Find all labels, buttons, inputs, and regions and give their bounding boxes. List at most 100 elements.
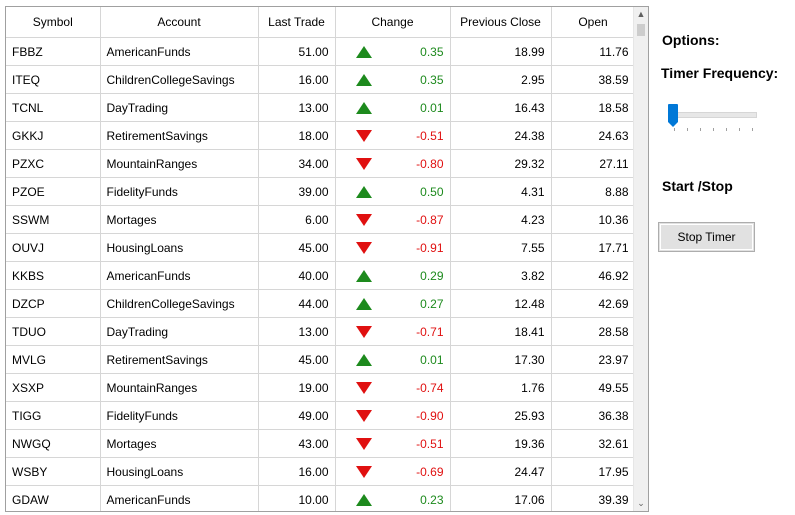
cell-last-trade[interactable]: 10.00 [258, 485, 336, 511]
cell-account[interactable]: AmericanFunds [100, 485, 259, 511]
table-row[interactable]: XSXP MountainRanges 19.00 -0.74 1.76 49.55 [6, 373, 636, 402]
cell-account[interactable]: AmericanFunds [100, 37, 259, 66]
cell-open[interactable]: 36.38 [551, 401, 636, 430]
cell-symbol[interactable]: KKBS [6, 261, 101, 290]
slider-thumb[interactable] [668, 104, 678, 127]
cell-last-trade[interactable]: 39.00 [258, 177, 336, 206]
cell-symbol[interactable]: XSXP [6, 373, 101, 402]
column-header-change[interactable]: Change [335, 7, 451, 38]
cell-account[interactable]: Mortages [100, 205, 259, 234]
cell-change[interactable]: -0.90 [335, 401, 451, 430]
cell-previous-close[interactable]: 17.06 [450, 485, 552, 511]
cell-change[interactable]: 0.23 [335, 485, 451, 511]
chevron-up-icon[interactable]: ▲ [636, 9, 646, 19]
cell-symbol[interactable]: PZXC [6, 149, 101, 178]
cell-account[interactable]: HousingLoans [100, 233, 259, 262]
scrollbar-thumb[interactable] [637, 24, 645, 36]
table-row[interactable]: MVLG RetirementSavings 45.00 0.01 17.30 23.97 [6, 345, 636, 374]
cell-open[interactable]: 42.69 [551, 289, 636, 318]
cell-previous-close[interactable]: 19.36 [450, 429, 552, 458]
cell-change[interactable]: 0.01 [335, 93, 451, 122]
cell-symbol[interactable]: TCNL [6, 93, 101, 122]
cell-open[interactable]: 49.55 [551, 373, 636, 402]
cell-symbol[interactable]: FBBZ [6, 37, 101, 66]
cell-symbol[interactable]: GKKJ [6, 121, 101, 150]
cell-account[interactable]: Mortages [100, 429, 259, 458]
table-row[interactable]: ITEQ ChildrenCollegeSavings 16.00 0.35 2.95 3… [6, 65, 636, 94]
table-row[interactable]: TDUO DayTrading 13.00 -0.71 18.41 28.58 [6, 317, 636, 346]
cell-symbol[interactable]: WSBY [6, 457, 101, 486]
cell-open[interactable]: 17.95 [551, 457, 636, 486]
cell-account[interactable]: MountainRanges [100, 373, 259, 402]
cell-account[interactable]: RetirementSavings [100, 121, 259, 150]
cell-last-trade[interactable]: 13.00 [258, 93, 336, 122]
cell-last-trade[interactable]: 45.00 [258, 233, 336, 262]
cell-symbol[interactable]: DZCP [6, 289, 101, 318]
cell-account[interactable]: RetirementSavings [100, 345, 259, 374]
cell-symbol[interactable]: OUVJ [6, 233, 101, 262]
cell-previous-close[interactable]: 25.93 [450, 401, 552, 430]
cell-change[interactable]: 0.35 [335, 37, 451, 66]
cell-previous-close[interactable]: 18.99 [450, 37, 552, 66]
cell-open[interactable]: 23.97 [551, 345, 636, 374]
table-row[interactable]: TIGG FidelityFunds 49.00 -0.90 25.93 36.38 [6, 401, 636, 430]
cell-change[interactable]: -0.80 [335, 149, 451, 178]
cell-previous-close[interactable]: 4.31 [450, 177, 552, 206]
cell-change[interactable]: -0.51 [335, 121, 451, 150]
column-header-last-trade[interactable]: Last Trade [258, 7, 336, 38]
cell-last-trade[interactable]: 45.00 [258, 345, 336, 374]
table-row[interactable]: GKKJ RetirementSavings 18.00 -0.51 24.38 24.6… [6, 121, 636, 150]
cell-previous-close[interactable]: 18.41 [450, 317, 552, 346]
cell-open[interactable]: 10.36 [551, 205, 636, 234]
chevron-down-icon[interactable]: ⌄ [637, 498, 645, 508]
column-header-symbol[interactable]: Symbol [6, 7, 101, 38]
cell-open[interactable]: 24.63 [551, 121, 636, 150]
cell-change[interactable]: -0.74 [335, 373, 451, 402]
cell-open[interactable]: 27.11 [551, 149, 636, 178]
cell-change[interactable]: -0.69 [335, 457, 451, 486]
cell-previous-close[interactable]: 16.43 [450, 93, 552, 122]
cell-account[interactable]: DayTrading [100, 317, 259, 346]
cell-last-trade[interactable]: 34.00 [258, 149, 336, 178]
cell-change[interactable]: 0.50 [335, 177, 451, 206]
cell-last-trade[interactable]: 13.00 [258, 317, 336, 346]
cell-last-trade[interactable]: 16.00 [258, 65, 336, 94]
cell-account[interactable]: ChildrenCollegeSavings [100, 65, 259, 94]
cell-open[interactable]: 8.88 [551, 177, 636, 206]
cell-previous-close[interactable]: 24.38 [450, 121, 552, 150]
cell-change[interactable]: -0.71 [335, 317, 451, 346]
column-header-open[interactable]: Open [551, 7, 636, 38]
cell-open[interactable]: 11.76 [551, 37, 636, 66]
timer-frequency-slider[interactable] [665, 104, 757, 134]
cell-last-trade[interactable]: 16.00 [258, 457, 336, 486]
cell-previous-close[interactable]: 29.32 [450, 149, 552, 178]
cell-change[interactable]: 0.29 [335, 261, 451, 290]
cell-open[interactable]: 17.71 [551, 233, 636, 262]
cell-symbol[interactable]: TDUO [6, 317, 101, 346]
cell-last-trade[interactable]: 18.00 [258, 121, 336, 150]
column-header-previous-close[interactable]: Previous Close [450, 7, 552, 38]
cell-open[interactable]: 32.61 [551, 429, 636, 458]
cell-symbol[interactable]: PZOE [6, 177, 101, 206]
cell-symbol[interactable]: TIGG [6, 401, 101, 430]
cell-account[interactable]: AmericanFunds [100, 261, 259, 290]
cell-change[interactable]: -0.91 [335, 233, 451, 262]
cell-account[interactable]: MountainRanges [100, 149, 259, 178]
table-row[interactable]: DZCP ChildrenCollegeSavings 44.00 0.27 12.48… [6, 289, 636, 318]
cell-last-trade[interactable]: 51.00 [258, 37, 336, 66]
cell-last-trade[interactable]: 44.00 [258, 289, 336, 318]
cell-open[interactable]: 18.58 [551, 93, 636, 122]
cell-previous-close[interactable]: 17.30 [450, 345, 552, 374]
cell-symbol[interactable]: NWGQ [6, 429, 101, 458]
table-row[interactable]: GDAW AmericanFunds 10.00 0.23 17.06 39.39 [6, 485, 636, 511]
table-row[interactable]: PZOE FidelityFunds 39.00 0.50 4.31 8.88 [6, 177, 636, 206]
cell-account[interactable]: ChildrenCollegeSavings [100, 289, 259, 318]
table-row[interactable]: NWGQ Mortages 43.00 -0.51 19.36 32.61 [6, 429, 636, 458]
cell-last-trade[interactable]: 43.00 [258, 429, 336, 458]
cell-change[interactable]: 0.27 [335, 289, 451, 318]
table-row[interactable]: SSWM Mortages 6.00 -0.87 4.23 10.36 [6, 205, 636, 234]
cell-open[interactable]: 46.92 [551, 261, 636, 290]
cell-symbol[interactable]: MVLG [6, 345, 101, 374]
cell-previous-close[interactable]: 4.23 [450, 205, 552, 234]
table-row[interactable]: KKBS AmericanFunds 40.00 0.29 3.82 46.92 [6, 261, 636, 290]
